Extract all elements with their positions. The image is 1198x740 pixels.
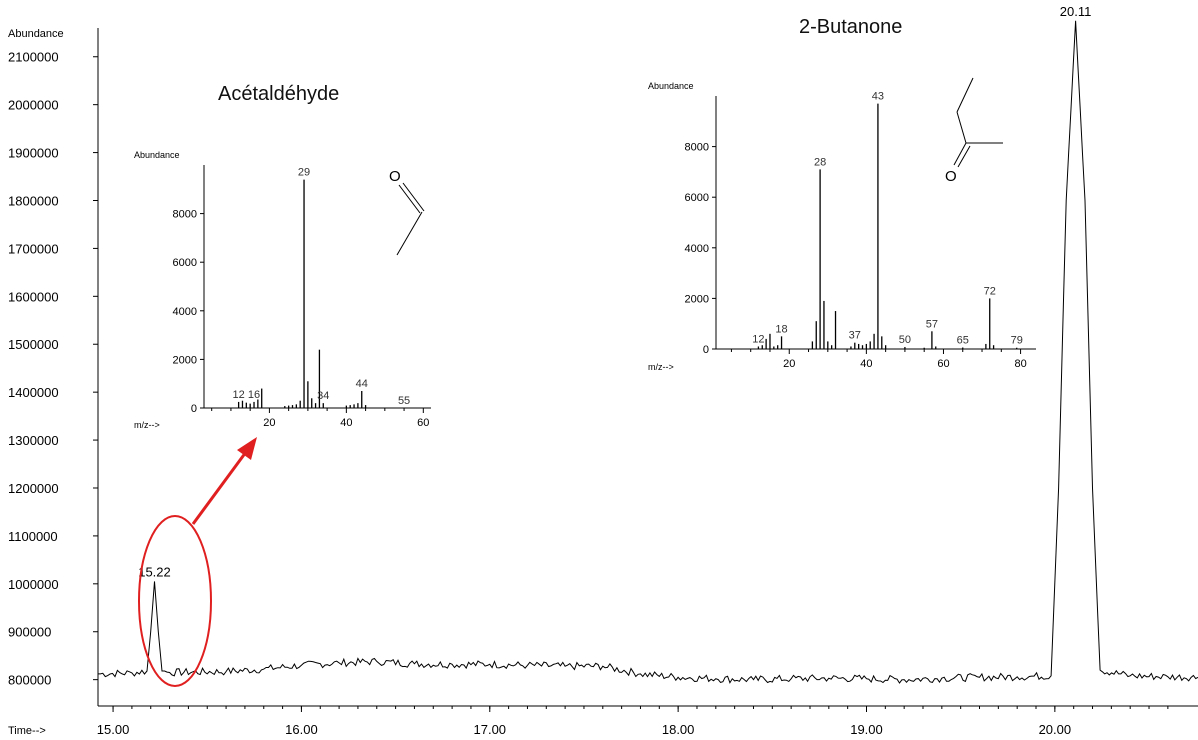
acetaldehyde-bond-2: [396, 211, 423, 256]
series-line: [98, 20, 1198, 684]
peak-labels: 15.22 20.11: [138, 4, 1091, 580]
inset-y-tick-label: 0: [703, 344, 709, 356]
spectrum-peak-label: 79: [1011, 335, 1023, 347]
spectrum-peak-label: 28: [814, 156, 826, 168]
inset-2-butanone-peak-labels: 12 18 28 37 43 50 57 65 72 79: [752, 91, 1023, 347]
y-axis-title: Abundance: [8, 28, 64, 40]
inset-y-tick-label: 2000: [685, 293, 709, 305]
y-tick-label: 1900000: [8, 146, 59, 161]
y-tick-label: 2000000: [8, 98, 59, 113]
inset-acetaldehyde-x-title: m/z-->: [134, 420, 160, 430]
inset-acetaldehyde-x-ticks: 20 40 60: [211, 408, 429, 429]
spectrum-peak-label: 55: [398, 395, 410, 407]
butanone-structure: O: [945, 77, 1003, 185]
y-tick-label: 1200000: [8, 481, 59, 496]
inset-y-tick-label: 4000: [173, 306, 197, 318]
spectrum-peak-label: 72: [984, 285, 996, 297]
y-tick-label: 800000: [8, 673, 51, 688]
x-tick-label: 20.00: [1039, 722, 1072, 737]
spectrum-peak-label: 29: [298, 167, 310, 179]
inset-x-tick-label: 40: [860, 358, 872, 370]
inset-acetaldehyde-title: Acétaldéhyde: [218, 83, 339, 105]
butanone-oxygen: O: [945, 168, 957, 185]
inset-x-tick-label: 20: [263, 417, 275, 429]
y-axis-ticks: 800000 900000 1000000 1100000 1200000 1300000…: [8, 50, 98, 688]
spectrum-peak-label: 43: [872, 91, 884, 103]
y-tick-label: 900000: [8, 625, 51, 640]
y-tick-label: 1800000: [8, 193, 59, 208]
x-tick-label: 16.00: [285, 722, 318, 737]
inset-y-tick-label: 6000: [173, 257, 197, 269]
y-tick-label: 1500000: [8, 337, 59, 352]
chromatogram: Abundance Time--> 8000009000001000000110…: [8, 4, 1198, 737]
acetaldehyde-bond-1b: [402, 182, 425, 212]
inset-2-butanone-bars: [757, 103, 1018, 349]
peak-label: 20.11: [1060, 4, 1092, 19]
acetaldehyde-bond-1: [398, 184, 421, 214]
inset-x-tick-label: 60: [937, 358, 949, 370]
inset-x-tick-label: 20: [783, 358, 795, 370]
acetaldehyde-structure: O: [389, 168, 425, 256]
y-tick-label: 1100000: [8, 529, 58, 544]
inset-2-butanone-title: 2-Butanone: [799, 16, 902, 38]
inset-x-tick-label: 40: [340, 417, 352, 429]
y-tick-label: 1700000: [8, 241, 59, 256]
inset-acetaldehyde-y-ticks: 0 2000 4000 6000 8000: [173, 209, 204, 415]
highlight-ellipse: [138, 515, 212, 687]
inset-y-tick-label: 0: [191, 403, 197, 415]
highlight-arrow-shaft: [191, 451, 248, 525]
x-tick-label: 18.00: [662, 722, 695, 737]
inset-acetaldehyde-y-title: Abundance: [134, 150, 180, 160]
inset-acetaldehyde-peak-labels: 12 16 29 34 44 55: [233, 167, 411, 407]
x-tick-label: 15.00: [97, 722, 130, 737]
butanone-bond-co-2: [957, 145, 971, 168]
y-tick-label: 1400000: [8, 385, 59, 400]
inset-2-butanone-x-title: m/z-->: [648, 362, 674, 372]
inset-2-butanone: 2-Butanone Abundance m/z--> 020004000600…: [648, 16, 1036, 372]
inset-acetaldehyde: Acétaldéhyde Abundance m/z--> 0 2000 4000 6…: [134, 83, 431, 430]
y-tick-label: 1000000: [8, 577, 59, 592]
spectrum-peak-label: 12: [233, 389, 245, 401]
butanone-bond-2: [956, 111, 967, 144]
inset-2-butanone-y-title: Abundance: [648, 81, 694, 91]
butanone-bond-1: [956, 77, 974, 113]
spectrum-peak-label: 37: [849, 330, 861, 342]
inset-x-tick-label: 80: [1014, 358, 1026, 370]
inset-2-butanone-x-ticks: 20 40 60 80: [730, 349, 1027, 370]
inset-acetaldehyde-bars: [237, 179, 367, 408]
highlight-annotation: [138, 437, 257, 687]
inset-x-tick-label: 60: [417, 417, 429, 429]
spectrum-peak-label: 50: [899, 334, 911, 346]
inset-2-butanone-y-ticks: 0 2000 4000 6000 8000: [685, 142, 716, 356]
spectrum-peak-label: 16: [248, 389, 260, 401]
spectrum-peak-label: 34: [317, 390, 329, 402]
x-axis-title: Time-->: [8, 725, 46, 737]
butanone-bond-co: [953, 142, 967, 166]
y-tick-label: 1600000: [8, 289, 59, 304]
inset-y-tick-label: 6000: [685, 192, 709, 204]
y-tick-label: 2100000: [8, 50, 59, 65]
spectrum-peak-label: 44: [356, 378, 368, 390]
x-tick-label: 17.00: [474, 722, 507, 737]
x-tick-label: 19.00: [850, 722, 883, 737]
inset-y-tick-label: 2000: [173, 354, 197, 366]
spectrum-peak-label: 18: [775, 323, 787, 335]
acetaldehyde-oxygen: O: [389, 168, 401, 185]
highlight-arrow-head: [237, 437, 257, 460]
spectrum-peak-label: 57: [926, 318, 938, 330]
y-tick-label: 1300000: [8, 433, 59, 448]
spectrum-peak-label: 65: [957, 334, 969, 346]
peak-label: 15.22: [138, 564, 171, 579]
inset-y-tick-label: 8000: [173, 209, 197, 221]
x-axis-ticks: 15.00 16.00 17.00 18.00 19.00 20.00: [97, 706, 1169, 737]
inset-y-tick-label: 4000: [685, 243, 709, 255]
inset-y-tick-label: 8000: [685, 142, 709, 154]
spectrum-peak-label: 12: [752, 333, 764, 345]
